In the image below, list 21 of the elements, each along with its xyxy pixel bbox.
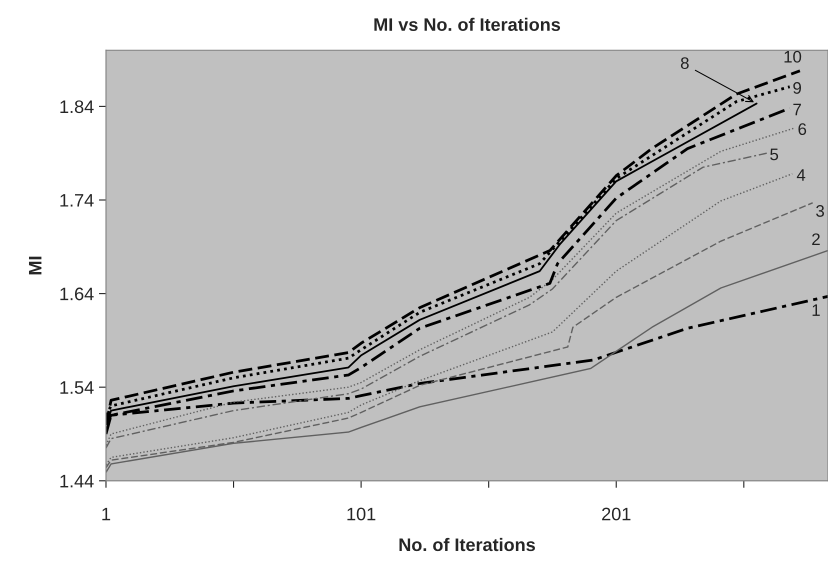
chart-title: MI vs No. of Iterations [374,18,560,31]
y-tick-label: 1.64 [60,288,94,300]
series-label: 1 [812,304,820,316]
series-label: 10 [784,50,802,63]
series-label: 7 [793,104,801,116]
x-axis-title: No. of Iterations [399,538,535,552]
x-tick-label: 1 [102,508,110,520]
series-label: 5 [770,148,778,160]
series-label: 4 [796,169,806,181]
x-tick-label: 201 [602,508,630,520]
series-label: 9 [793,82,801,94]
y-tick-label: 1.54 [60,381,94,394]
y-axis-title: MI [28,256,42,274]
series-label: 3 [816,205,824,217]
series-label: 6 [798,123,806,136]
series-label: 2 [812,233,820,245]
x-tick-label: 101 [347,508,376,520]
y-tick-label: 1.44 [60,474,94,488]
text: 8 [680,57,689,70]
y-tick-label: 1.84 [60,100,94,114]
y-tick-label: 1.74 [60,194,94,207]
